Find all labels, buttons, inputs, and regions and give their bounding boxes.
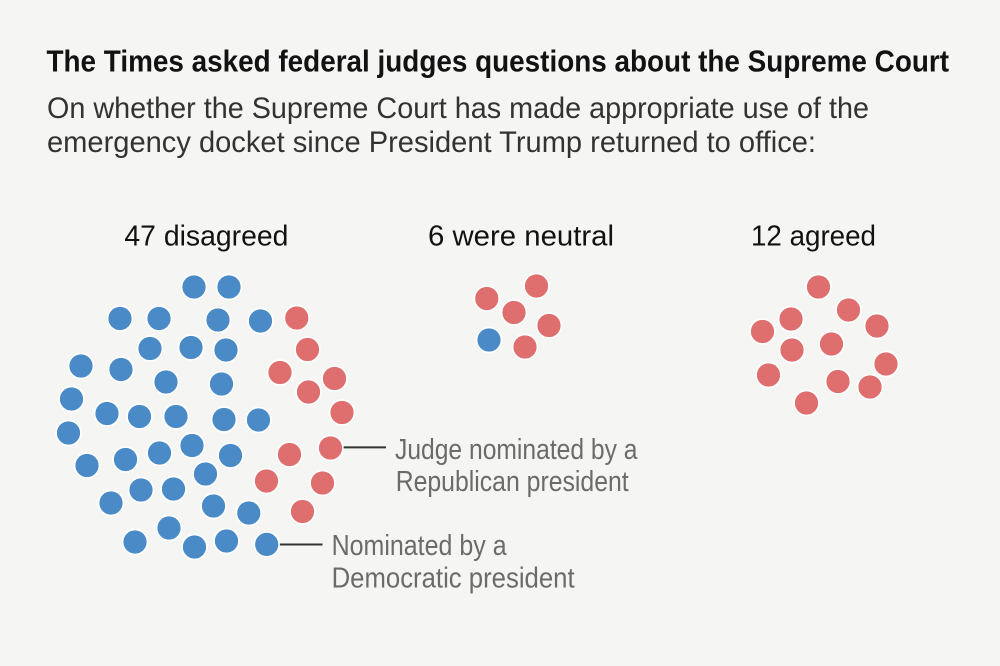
svg-text:12 agreed: 12 agreed bbox=[751, 220, 876, 252]
svg-text:On whether the Supreme Court h: On whether the Supreme Court has made ap… bbox=[47, 92, 869, 125]
svg-text:47 disagreed: 47 disagreed bbox=[124, 220, 288, 252]
svg-text:6 were neutral: 6 were neutral bbox=[428, 220, 614, 252]
svg-text:Nominated by a: Nominated by a bbox=[332, 530, 508, 562]
svg-text:Judge nominated by a: Judge nominated by a bbox=[395, 434, 638, 466]
svg-text:emergency docket since Preside: emergency docket since President Trump r… bbox=[47, 126, 816, 159]
svg-text:Republican president: Republican president bbox=[396, 466, 629, 498]
svg-text:The Times asked federal judges: The Times asked federal judges questions… bbox=[47, 45, 950, 79]
svg-text:Democratic president: Democratic president bbox=[332, 563, 575, 595]
